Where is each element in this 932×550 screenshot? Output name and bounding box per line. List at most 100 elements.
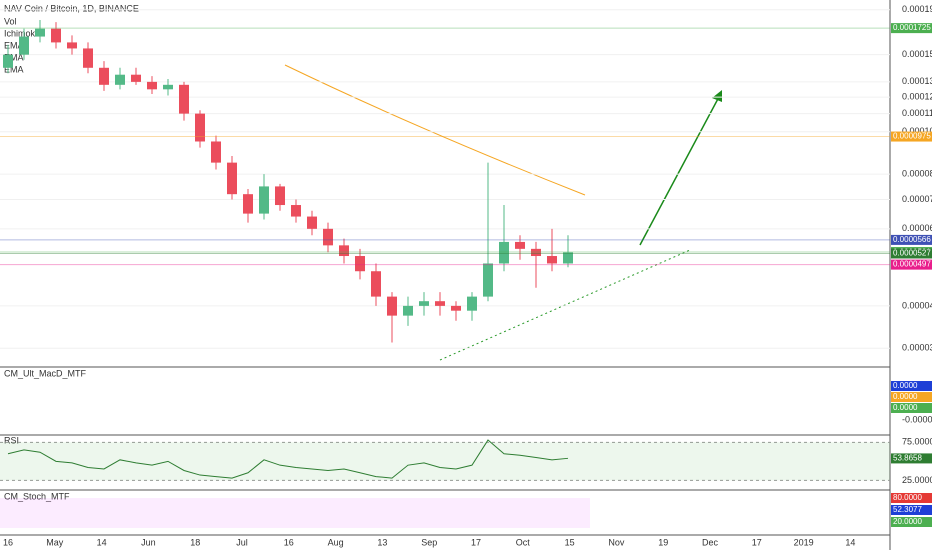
- candle-body: [35, 28, 45, 37]
- pane-title: CM_Ult_MacD_MTF: [4, 368, 87, 378]
- candle-body: [435, 301, 445, 306]
- x-tick-label: 17: [752, 537, 762, 547]
- candle-body: [419, 301, 429, 306]
- x-tick-label: 15: [565, 537, 575, 547]
- chart-title: NAV Coin / Bitcoin, 1D, BINANCE: [4, 3, 139, 13]
- candle-body: [275, 186, 285, 206]
- candle-body: [499, 241, 509, 264]
- price-tag-label: 0.0000527: [893, 249, 931, 258]
- indicator-label: EMA: [4, 64, 24, 74]
- y-tick-label: 0.0000320: [902, 343, 932, 353]
- candle-body: [339, 245, 349, 257]
- candle-body: [19, 36, 29, 55]
- price-tag: [891, 131, 932, 142]
- x-tick-label: Jun: [141, 537, 156, 547]
- price-tag: [891, 248, 932, 259]
- y-tick-label: -0.0000: [902, 414, 932, 424]
- candle-body: [515, 241, 525, 249]
- x-tick-label: 14: [845, 537, 855, 547]
- pane-title: RSI: [4, 435, 19, 445]
- x-tick-label: Sep: [421, 537, 437, 547]
- x-tick-label: 18: [190, 537, 200, 547]
- price-tag-label: 80.0000: [893, 493, 922, 502]
- price-tag: [891, 259, 932, 270]
- price-tag-label: 52.3077: [893, 505, 922, 514]
- candle-body: [403, 305, 413, 316]
- price-tag-label: 20.0000: [893, 517, 922, 526]
- candle-body: [163, 84, 173, 90]
- price-tag-label: 53.8658: [893, 454, 922, 463]
- candle-body: [307, 216, 317, 229]
- x-tick-label: 13: [377, 537, 387, 547]
- candle-body: [99, 67, 109, 85]
- price-tag-label: 0.0001725: [893, 23, 931, 32]
- y-tick-label: 0.0000700: [902, 194, 932, 204]
- indicator-label: Vol: [4, 16, 17, 26]
- x-tick-label: Aug: [328, 537, 344, 547]
- candle-body: [531, 248, 541, 257]
- x-tick-label: 2019: [794, 537, 814, 547]
- price-tag: [891, 234, 932, 245]
- x-tick-label: 14: [97, 537, 107, 547]
- trend-line: [439, 249, 691, 361]
- price-tag: [891, 392, 932, 402]
- arrow-head: [712, 90, 722, 102]
- y-tick-label: 75.0000: [902, 437, 932, 447]
- price-tag: [891, 381, 932, 391]
- pane-title: CM_Stoch_MTF: [4, 491, 70, 501]
- rsi-band: [0, 442, 890, 481]
- candle-body: [371, 271, 381, 297]
- x-tick-label: 16: [3, 537, 13, 547]
- price-tag: [891, 23, 932, 34]
- y-tick-label: 25.0000: [902, 475, 932, 485]
- y-tick-label: 0.0001500: [902, 49, 932, 59]
- candle-body: [115, 74, 125, 85]
- candle-body: [83, 48, 93, 68]
- x-tick-label: May: [46, 537, 64, 547]
- price-tag: [891, 453, 932, 464]
- x-tick-label: Nov: [608, 537, 625, 547]
- candle-body: [3, 54, 13, 68]
- candle-body: [467, 296, 477, 311]
- candle-body: [243, 194, 253, 214]
- rsi-line: [7, 439, 569, 479]
- candle-body: [195, 113, 205, 142]
- candle-body: [547, 256, 557, 264]
- price-tag: [891, 403, 932, 413]
- price-tag: [891, 517, 932, 527]
- candle-body: [323, 228, 333, 246]
- y-tick-label: 0.0001200: [902, 91, 932, 101]
- candle-body: [451, 305, 461, 311]
- candle-body: [179, 84, 189, 114]
- y-tick-label: 0.0001000: [902, 126, 932, 136]
- indicator-label: Ichimoku: [4, 28, 40, 38]
- candle-body: [147, 81, 157, 90]
- x-tick-label: 17: [471, 537, 481, 547]
- x-tick-label: 16: [284, 537, 294, 547]
- candle-body: [387, 296, 397, 316]
- candle-body: [67, 42, 77, 49]
- candle-body: [259, 186, 269, 214]
- y-tick-label: 0.0001900: [902, 4, 932, 14]
- price-tag: [891, 505, 932, 515]
- candle-body: [291, 205, 301, 217]
- y-tick-label: 0.0000600: [902, 223, 932, 233]
- candle-body: [483, 263, 493, 297]
- stoch-band: [0, 498, 590, 528]
- price-tag: [891, 493, 932, 503]
- candle-body: [131, 74, 141, 82]
- candle-body: [227, 162, 237, 195]
- candle-body: [211, 141, 221, 163]
- y-tick-label: 0.0001300: [902, 76, 932, 86]
- y-tick-label: 0.0000400: [902, 300, 932, 310]
- price-tag-label: 0.0000: [893, 392, 918, 401]
- price-tag-label: 0.0000975: [893, 132, 931, 141]
- x-tick-label: Oct: [516, 537, 531, 547]
- candle-body: [51, 28, 61, 43]
- x-tick-label: 19: [658, 537, 668, 547]
- price-tag-label: 0.0000497: [893, 260, 931, 269]
- candle-body: [563, 252, 573, 264]
- y-tick-label: 0.0000800: [902, 169, 932, 179]
- price-tag-label: 0.0000: [893, 403, 918, 412]
